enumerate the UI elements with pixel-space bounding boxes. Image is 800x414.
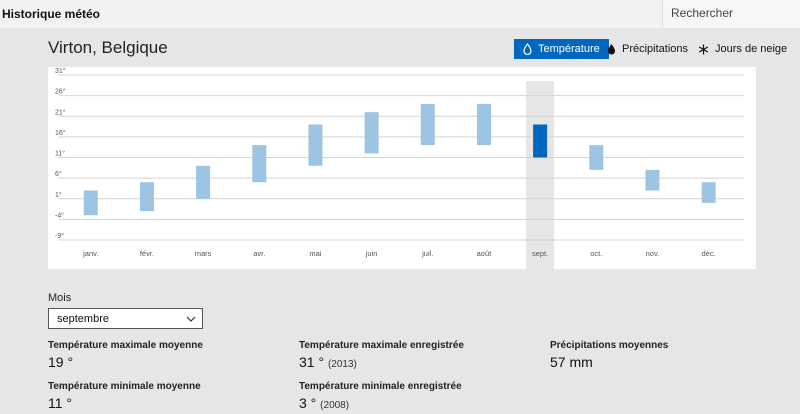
avg-max-stat: Température maximale moyenne 19 ° [48, 340, 203, 370]
temperature-range-bar [420, 103, 435, 146]
record-max-year: (2013) [327, 359, 357, 370]
y-tick-label: 26° [55, 88, 66, 96]
y-tick-label: 6° [55, 170, 62, 178]
x-tick-label: nov. [646, 249, 660, 258]
temperature-range-bar [476, 103, 491, 146]
app-title: Historique météo [2, 7, 101, 21]
temperature-range-bar [533, 124, 548, 158]
x-tick-label: sept. [532, 249, 548, 258]
temperature-toggle-label: Température [538, 43, 600, 55]
month-select[interactable]: septembre [48, 308, 203, 329]
x-tick-label: juin [365, 249, 378, 258]
x-tick-label: oct. [590, 249, 602, 258]
record-max-label: Température maximale enregistrée [299, 340, 464, 351]
raindrop-icon [608, 44, 615, 55]
temperature-range-bar [196, 165, 211, 199]
snow-days-toggle-label: Jours de neige [715, 43, 788, 55]
avg-max-label: Température maximale moyenne [48, 340, 203, 351]
temperature-range-bar [645, 169, 660, 191]
snow-days-toggle[interactable]: Jours de neige [698, 39, 787, 59]
precipitation-toggle-label: Précipitations [622, 43, 689, 55]
precipitation-toggle[interactable]: Précipitations [607, 39, 688, 59]
record-min-stat: Température minimale enregistrée 3 ° (20… [299, 381, 462, 411]
y-tick-label: -4° [55, 211, 64, 219]
x-tick-label: juil. [421, 249, 433, 258]
precipitation-value: 57 mm [550, 354, 593, 370]
x-tick-label: mai [309, 249, 321, 258]
precipitation-stat: Précipitations moyennes 57 mm [550, 340, 668, 370]
temperature-range-bar [364, 112, 379, 154]
precipitation-label: Précipitations moyennes [550, 340, 669, 351]
record-min-value: 3 ° [299, 395, 317, 411]
search-box[interactable] [662, 0, 800, 28]
x-tick-label: févr. [140, 249, 154, 258]
temperature-range-bar [252, 145, 267, 183]
y-tick-label: 11° [55, 150, 65, 158]
month-select-value: septembre [57, 312, 109, 325]
temperature-range-bar [139, 182, 154, 212]
temperature-range-bar [308, 124, 323, 166]
y-tick-label: 21° [55, 108, 66, 116]
chart-canvas: 31° 26° 21° 16° 11° 6° 1° -4° -9° janv. févr. mars a… [55, 67, 744, 269]
temperature-range-bar [83, 190, 98, 216]
thermometer-drop-icon [523, 43, 532, 55]
y-tick-label: -9° [55, 232, 64, 240]
temperature-chart: 31° 26° 21° 16° 11° 6° 1° -4° -9° janv. févr. mars a… [48, 67, 756, 269]
temperature-toggle[interactable]: Température [514, 39, 609, 59]
record-max-stat: Température maximale enregistrée 31 ° (2… [299, 340, 464, 370]
search-input[interactable] [663, 0, 799, 26]
x-tick-label: déc. [702, 249, 716, 258]
avg-min-label: Température minimale moyenne [48, 381, 201, 392]
x-tick-label: janv. [82, 249, 98, 258]
y-tick-label: 31° [55, 67, 66, 75]
record-max-value: 31 ° [299, 354, 325, 370]
title-bar: Historique météo [0, 0, 800, 28]
record-min-label: Température minimale enregistrée [299, 381, 462, 392]
selected-month-highlight [526, 81, 555, 269]
avg-min-stat: Température minimale moyenne 11 ° [48, 381, 201, 411]
snowflake-icon [698, 44, 709, 54]
x-tick-label: mars [195, 249, 212, 258]
record-min-year: (2008) [320, 400, 350, 411]
location-title: Virton, Belgique [48, 38, 168, 57]
temperature-range-bar [589, 145, 604, 170]
avg-min-value: 11 ° [48, 395, 73, 411]
x-tick-label: avr. [253, 249, 265, 258]
y-tick-label: 1° [55, 191, 62, 199]
x-tick-label: août [477, 249, 493, 258]
avg-max-value: 19 ° [48, 354, 74, 370]
temperature-range-bar [701, 182, 716, 203]
month-selector-label: Mois [48, 292, 72, 304]
chevron-down-icon [186, 316, 196, 322]
y-tick-label: 16° [55, 129, 66, 137]
